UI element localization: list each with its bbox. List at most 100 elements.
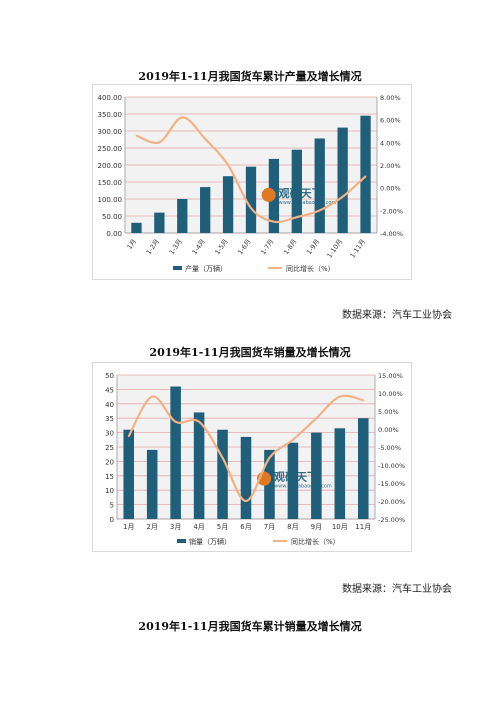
growth-point [318, 209, 321, 212]
production-chart: 0.00 50.00 100.00 150.00 200.00 250.00 300.00 3… [98, 94, 404, 273]
growth-point [341, 195, 344, 198]
x-tick-label: 5月 [217, 523, 228, 531]
bar [311, 432, 322, 519]
bar [200, 187, 211, 233]
y-left-tick-label: 15 [105, 473, 114, 481]
growth-point [135, 134, 138, 137]
x-tick-label: 1月 [123, 523, 134, 531]
x-tick-label: 8月 [287, 523, 298, 531]
x-tick-label: 1-4月 [190, 238, 206, 257]
x-tick-label: 1月 [125, 238, 138, 251]
growth-point [292, 439, 294, 441]
y-right-tick-label: 4.00% [380, 139, 401, 147]
y-left-tick-label: 20 [105, 458, 114, 466]
growth-point [174, 421, 177, 423]
x-tick-label: 1-3月 [168, 238, 184, 257]
bar [287, 442, 299, 519]
bar [264, 449, 275, 519]
chart-2-container: 0 5 10 15 20 25 30 35 40 45 50 -25.00% -20.00% -15.00… [92, 362, 412, 552]
bar [245, 166, 257, 233]
y-left-tick-label: 350.00 [98, 111, 123, 119]
bar [357, 418, 369, 519]
y-right-tick-label: -4.00% [380, 230, 403, 238]
y-left-tick-label: 50.00 [102, 213, 122, 221]
bar [170, 386, 181, 519]
legend-bar-swatch [177, 539, 186, 543]
y-left-tick-label: 45 [105, 386, 114, 394]
chart-1-container: 0.00 50.00 100.00 150.00 200.00 250.00 300.00 3… [92, 84, 412, 280]
y-left-tick-label: 200.00 [98, 162, 123, 170]
y-right-tick-label: -2.00% [380, 207, 403, 215]
chart-1-source: 数据来源：汽车工业协会 [342, 310, 452, 321]
bar [360, 115, 371, 233]
chart-2-title: 2019年1-11月我国货车销量及增长情况 [149, 346, 351, 359]
x-tick-label: 6月 [240, 523, 251, 531]
bar [222, 176, 234, 233]
growth-point [245, 500, 247, 502]
y-right-tick-label: -15.00% [378, 480, 405, 488]
y-left-tick-label: 25 [105, 444, 114, 452]
bar [193, 412, 205, 519]
y-right-tick-label: 0.00% [378, 426, 399, 434]
x-tick-label: 4月 [193, 523, 204, 531]
y-left-tick-label: 50 [105, 372, 114, 380]
growth-point [198, 421, 200, 423]
watermark-url: www.chinabaogao.com [279, 200, 337, 206]
x-tick-label: 3月 [170, 523, 181, 531]
y-left-tick-label: 300.00 [98, 128, 123, 136]
y-left-tick-label: 150.00 [98, 179, 123, 187]
x-tick-label: 1-8月 [282, 238, 298, 257]
x-tick-label: 2月 [146, 523, 157, 531]
legend-line-label: 同比增长（%） [286, 264, 335, 273]
growth-point [273, 220, 275, 223]
y-right-tick-label: -10.00% [378, 462, 405, 470]
y-right-tick-label: -20.00% [378, 498, 405, 506]
y-left-tick-label: 100.00 [98, 196, 123, 204]
y-left-tick-label: 10 [105, 487, 114, 495]
watermark-brand: 观研天下 [279, 187, 323, 200]
bar [337, 127, 348, 233]
x-tick-label: 1-7月 [259, 238, 275, 257]
y-left-tick-label: 40 [105, 401, 114, 409]
y-left-tick-label: 35 [105, 415, 114, 423]
bar [131, 222, 142, 233]
bar [217, 429, 228, 519]
y-right-tick-label: 2.00% [380, 162, 401, 170]
sales-chart: 0 5 10 15 20 25 30 35 40 45 50 -25.00% -20.00% -15.00… [105, 372, 405, 546]
growth-point [339, 395, 341, 398]
section-3-title: 2019年1-11月我国货车累计销量及增长情况 [138, 620, 362, 633]
x-tick-label: 9月 [311, 523, 322, 531]
growth-point [296, 216, 298, 218]
x-tick-label: 1-2月 [145, 238, 161, 257]
y-right-tick-label: 15.00% [378, 372, 403, 380]
y-right-tick-label: 6.00% [380, 117, 401, 125]
y-right-tick-label: 5.00% [378, 408, 399, 416]
growth-point [204, 138, 206, 140]
y-left-tick-label: 5 [110, 502, 114, 510]
x-tick-label: 1-10月 [326, 238, 345, 260]
legend-bar-swatch [173, 266, 182, 270]
bar [123, 429, 135, 519]
growth-point [181, 116, 184, 119]
growth-point [250, 207, 252, 209]
y-left-tick-label: 0.00 [106, 230, 122, 238]
chart-2-source: 数据来源：汽车工业协会 [342, 584, 452, 595]
watermark-logo-icon [261, 187, 276, 202]
y-right-tick-label: 8.00% [380, 94, 401, 102]
bar [240, 436, 252, 519]
y-right-tick-label: -25.00% [378, 516, 405, 524]
bar [177, 199, 188, 233]
x-tick-label: 1-9月 [305, 238, 321, 257]
legend-bar-label: 产量（万辆） [185, 264, 227, 273]
y-right-tick-label: 0.00% [380, 185, 401, 193]
y-right-tick-label: -5.00% [378, 444, 401, 452]
growth-point [315, 417, 318, 419]
legend-bar-label: 销量（万辆） [189, 537, 231, 546]
bar [334, 428, 346, 519]
x-tick-label: 7月 [264, 523, 275, 531]
growth-point [127, 435, 130, 437]
watermark-url: www.chinabaogao.com [274, 484, 332, 490]
bar [154, 212, 165, 233]
growth-point [362, 399, 365, 401]
x-tick-label: 1-11月 [348, 238, 367, 260]
